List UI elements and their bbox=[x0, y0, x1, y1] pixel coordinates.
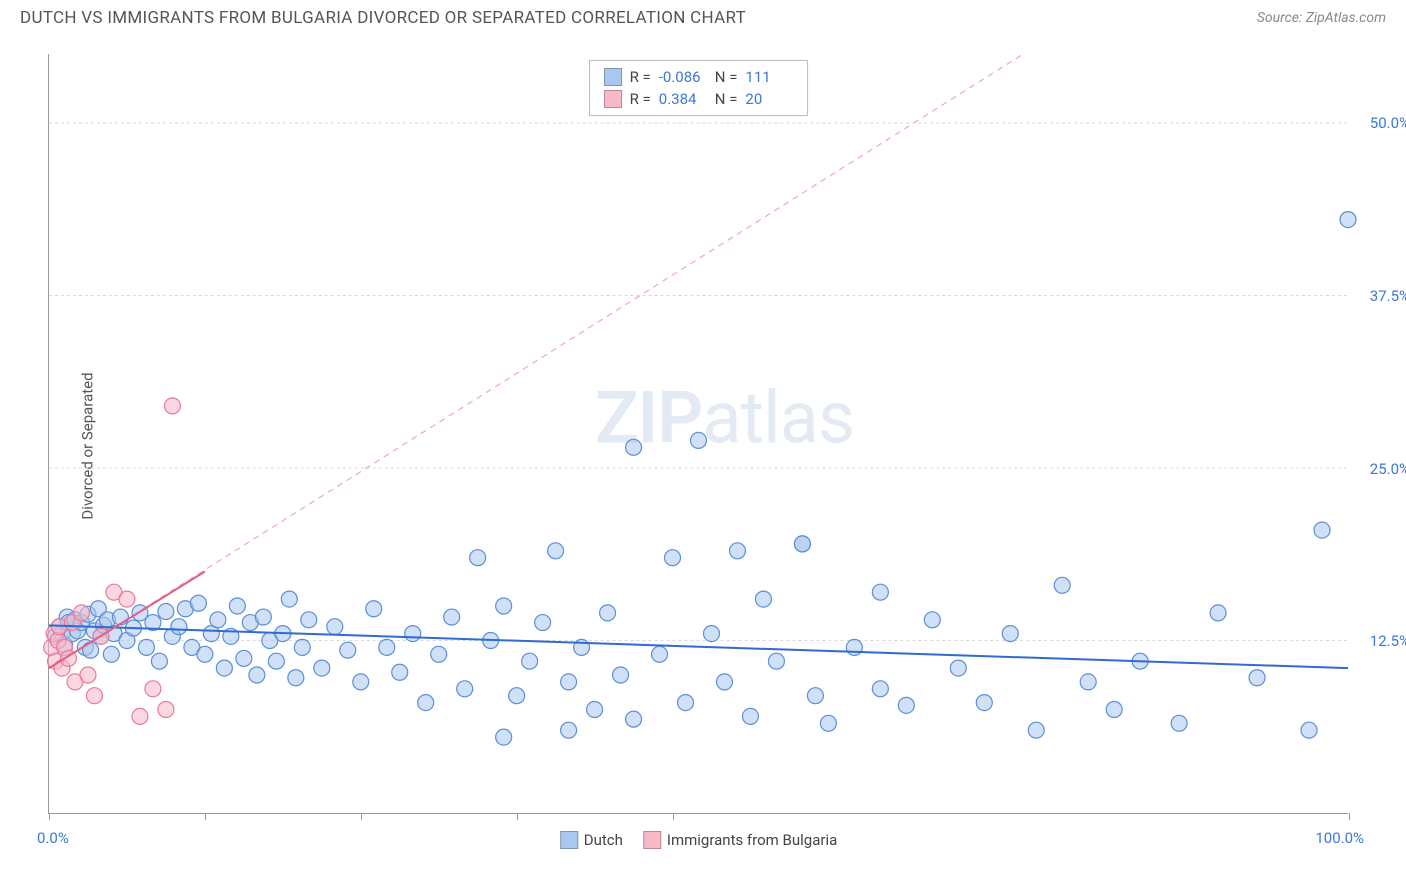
x-tick-mark bbox=[361, 813, 362, 820]
stats-legend-box: R = -0.086 N = 111 R = 0.384 N = 20 bbox=[589, 60, 809, 116]
legend-item-bulgaria: Immigrants from Bulgaria bbox=[643, 831, 837, 849]
y-tick-label: 37.5% bbox=[1370, 287, 1406, 305]
legend-label-bulgaria: Immigrants from Bulgaria bbox=[667, 831, 837, 849]
x-tick-mark bbox=[1349, 813, 1350, 820]
x-tick-mark bbox=[49, 813, 50, 820]
y-tick-label: 12.5% bbox=[1370, 632, 1406, 650]
x-tick-mark bbox=[673, 813, 674, 820]
n-label-0: N = bbox=[715, 66, 738, 88]
swatch-dutch bbox=[604, 68, 622, 86]
r-label-0: R = bbox=[630, 66, 651, 88]
legend-label-dutch: Dutch bbox=[584, 831, 623, 849]
y-tick-label: 25.0% bbox=[1370, 460, 1406, 478]
swatch-bulgaria bbox=[604, 90, 622, 108]
chart-svg bbox=[49, 54, 1348, 813]
n-label-1: N = bbox=[715, 88, 738, 110]
n-value-1: 20 bbox=[745, 88, 793, 110]
x-tick-label-min: 0.0% bbox=[37, 829, 69, 847]
n-value-0: 111 bbox=[745, 66, 793, 88]
chart-source: Source: ZipAtlas.com bbox=[1257, 10, 1386, 26]
stats-row-bulgaria: R = 0.384 N = 20 bbox=[604, 88, 794, 110]
y-tick-label: 50.0% bbox=[1370, 114, 1406, 132]
x-tick-label-max: 100.0% bbox=[1315, 829, 1364, 847]
r-value-1: 0.384 bbox=[659, 88, 707, 110]
legend-item-dutch: Dutch bbox=[560, 831, 623, 849]
legend-swatch-bulgaria bbox=[643, 831, 661, 849]
chart-header: DUTCH VS IMMIGRANTS FROM BULGARIA DIVORC… bbox=[0, 0, 1406, 32]
bottom-legend: Dutch Immigrants from Bulgaria bbox=[560, 831, 838, 849]
chart-title: DUTCH VS IMMIGRANTS FROM BULGARIA DIVORC… bbox=[20, 8, 746, 28]
r-label-1: R = bbox=[630, 88, 651, 110]
r-value-0: -0.086 bbox=[659, 66, 707, 88]
chart-plot-area: ZIPatlas R = -0.086 N = 111 R = 0.384 N … bbox=[48, 54, 1348, 814]
legend-swatch-dutch bbox=[560, 831, 578, 849]
x-tick-mark bbox=[517, 813, 518, 820]
stats-row-dutch: R = -0.086 N = 111 bbox=[604, 66, 794, 88]
x-tick-mark bbox=[205, 813, 206, 820]
